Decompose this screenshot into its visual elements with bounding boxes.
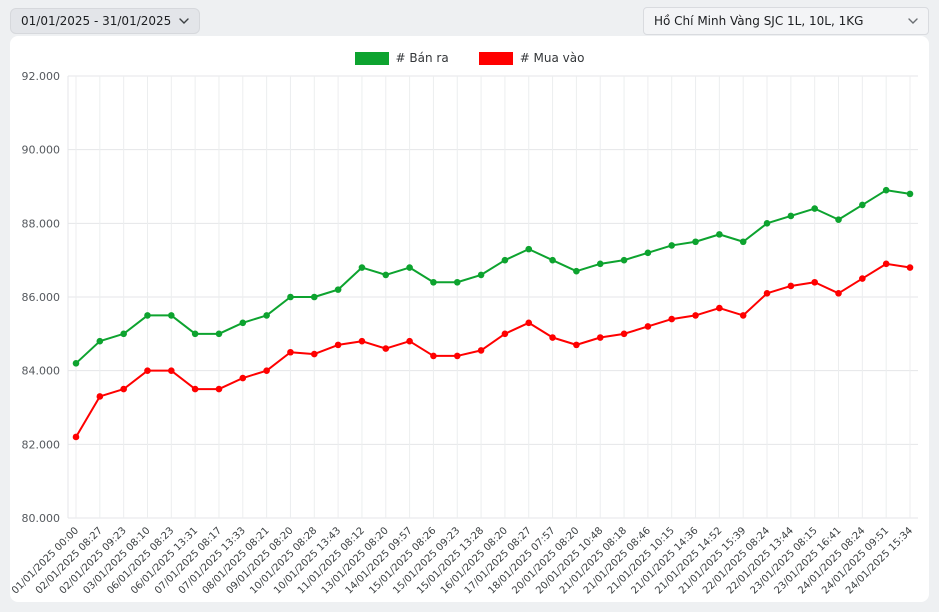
data-point[interactable] — [263, 312, 270, 319]
data-point[interactable] — [716, 231, 723, 238]
data-point[interactable] — [787, 282, 795, 290]
data-point[interactable] — [668, 315, 676, 323]
series-line — [75, 262, 911, 438]
data-point[interactable] — [811, 205, 818, 212]
data-point[interactable] — [287, 293, 294, 301]
data-point[interactable] — [310, 350, 318, 358]
data-point[interactable] — [596, 260, 604, 268]
data-point[interactable] — [168, 367, 175, 374]
data-point[interactable] — [644, 323, 652, 330]
data-point[interactable] — [811, 278, 818, 286]
legend-label: # Bán ra — [395, 51, 449, 65]
data-point[interactable] — [501, 256, 509, 264]
data-point[interactable] — [382, 271, 390, 279]
data-point[interactable] — [668, 242, 676, 249]
legend-item: # Mua vào — [478, 51, 585, 65]
data-point[interactable] — [906, 190, 914, 198]
data-point[interactable] — [430, 278, 437, 286]
data-point[interactable] — [144, 367, 151, 374]
chart-legend: # Bán ra # Mua vào — [10, 36, 929, 70]
date-range-label: 01/01/2025 - 31/01/2025 — [21, 14, 172, 28]
data-point[interactable] — [739, 312, 747, 319]
data-point[interactable] — [787, 212, 795, 220]
y-axis-tick-label: 80.000 — [22, 512, 61, 525]
data-point[interactable] — [477, 347, 485, 354]
data-point[interactable] — [549, 256, 556, 264]
data-point[interactable] — [334, 286, 342, 293]
data-point[interactable] — [191, 385, 199, 393]
chart-card: # Bán ra # Mua vào 80.000 82.000 84.000 86.0… — [10, 36, 929, 602]
data-point[interactable] — [406, 337, 413, 345]
data-point[interactable] — [310, 293, 318, 301]
chevron-down-icon — [908, 18, 918, 24]
data-point[interactable] — [430, 352, 437, 360]
data-point[interactable] — [716, 304, 723, 312]
data-point[interactable] — [859, 201, 866, 209]
data-point[interactable] — [525, 245, 533, 253]
data-point[interactable] — [835, 290, 842, 297]
product-selector[interactable]: Hồ Chí Minh Vàng SJC 1L, 10L, 1KG — [643, 7, 929, 35]
toolbar: 01/01/2025 - 31/01/2025 Hồ Chí Minh Vàng… — [10, 7, 929, 35]
product-selector-label: Hồ Chí Minh Vàng SJC 1L, 10L, 1KG — [654, 14, 864, 28]
data-point[interactable] — [573, 341, 580, 349]
data-point[interactable] — [72, 360, 80, 367]
data-point[interactable] — [120, 385, 127, 393]
data-point[interactable] — [287, 348, 294, 356]
data-point[interactable] — [859, 275, 866, 282]
data-point[interactable] — [739, 238, 747, 246]
data-point[interactable] — [620, 256, 628, 264]
data-point[interactable] — [406, 264, 413, 271]
data-point[interactable] — [453, 352, 461, 360]
data-point[interactable] — [358, 264, 366, 271]
legend-swatch — [354, 51, 389, 65]
data-point[interactable] — [239, 374, 247, 382]
data-point[interactable] — [382, 345, 390, 352]
data-point[interactable] — [144, 312, 151, 319]
chevron-down-icon — [179, 18, 189, 24]
data-point[interactable] — [763, 220, 771, 227]
data-point[interactable] — [763, 290, 771, 297]
legend-swatch — [478, 51, 513, 65]
date-range-selector[interactable]: 01/01/2025 - 31/01/2025 — [10, 8, 201, 34]
data-point[interactable] — [906, 264, 914, 271]
data-point[interactable] — [168, 312, 175, 319]
data-point[interactable] — [72, 433, 80, 441]
data-point[interactable] — [239, 319, 247, 327]
data-point[interactable] — [882, 186, 890, 194]
data-point[interactable] — [96, 393, 104, 400]
data-point[interactable] — [120, 330, 127, 338]
y-axis-tick-label: 82.000 — [22, 438, 61, 451]
data-point[interactable] — [549, 334, 556, 341]
data-point[interactable] — [596, 334, 604, 341]
y-axis-tick-label: 84.000 — [22, 365, 61, 378]
data-point[interactable] — [525, 319, 533, 327]
data-point[interactable] — [573, 267, 580, 275]
data-point[interactable] — [263, 367, 270, 374]
data-point[interactable] — [692, 312, 699, 319]
y-axis-tick-label: 90.000 — [22, 144, 61, 157]
legend-item: # Bán ra — [354, 51, 449, 65]
data-point[interactable] — [882, 260, 890, 268]
data-point[interactable] — [358, 337, 366, 345]
data-point[interactable] — [835, 216, 842, 223]
gold-price-line-chart[interactable]: 80.000 82.000 84.000 86.000 88.000 90.000 92.0… — [10, 70, 929, 600]
y-axis-tick-label: 86.000 — [22, 291, 61, 304]
data-point[interactable] — [96, 337, 104, 345]
y-axis-tick-label: 88.000 — [22, 217, 61, 230]
data-point[interactable] — [215, 385, 223, 393]
data-point[interactable] — [477, 271, 485, 279]
data-point[interactable] — [191, 330, 199, 338]
legend-label: # Mua vào — [519, 51, 585, 65]
data-point[interactable] — [334, 341, 342, 349]
series-line — [75, 189, 911, 365]
data-point[interactable] — [453, 278, 461, 286]
data-point[interactable] — [620, 330, 628, 338]
data-point[interactable] — [644, 249, 652, 257]
data-point[interactable] — [501, 330, 509, 338]
data-point[interactable] — [215, 330, 223, 338]
y-axis-tick-label: 92.000 — [22, 70, 61, 83]
data-point[interactable] — [692, 238, 699, 246]
